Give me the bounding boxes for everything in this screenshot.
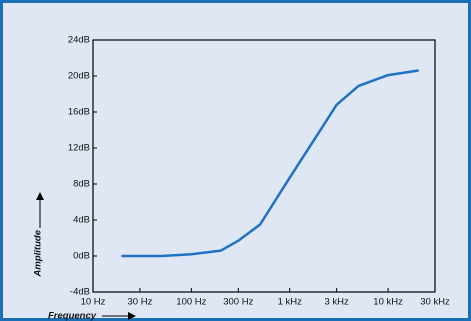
y-tick-label: 16dB xyxy=(68,107,90,118)
y-tick-label: 8dB xyxy=(73,179,90,190)
x-tick-label: 30 Hz xyxy=(128,297,153,308)
y-arrow-head xyxy=(36,192,44,200)
line-series xyxy=(121,69,419,258)
y-tick-label: 24dB xyxy=(68,35,90,46)
x-tick-label: 3 kHz xyxy=(324,297,349,308)
y-axis-title: Amplitude xyxy=(33,229,44,277)
x-tick-label: 300 Hz xyxy=(223,297,253,308)
x-tick-label: 30 kHz xyxy=(420,297,450,308)
x-axis-title: Frequency xyxy=(48,311,97,321)
y-tick-label: 0dB xyxy=(73,251,90,262)
y-tick-label: 20dB xyxy=(68,71,90,82)
x-arrow-head xyxy=(128,312,136,320)
plot-area xyxy=(92,39,436,293)
y-tick-label: -4dB xyxy=(70,287,90,298)
x-tick-label: 10 kHz xyxy=(373,297,403,308)
y-tick-label: 4dB xyxy=(73,215,90,226)
y-tick-label: 12dB xyxy=(68,143,90,154)
x-tick-label: 10 Hz xyxy=(81,297,106,308)
x-tick-label: 1 kHz xyxy=(278,297,303,308)
x-tick-label: 100 Hz xyxy=(176,297,206,308)
